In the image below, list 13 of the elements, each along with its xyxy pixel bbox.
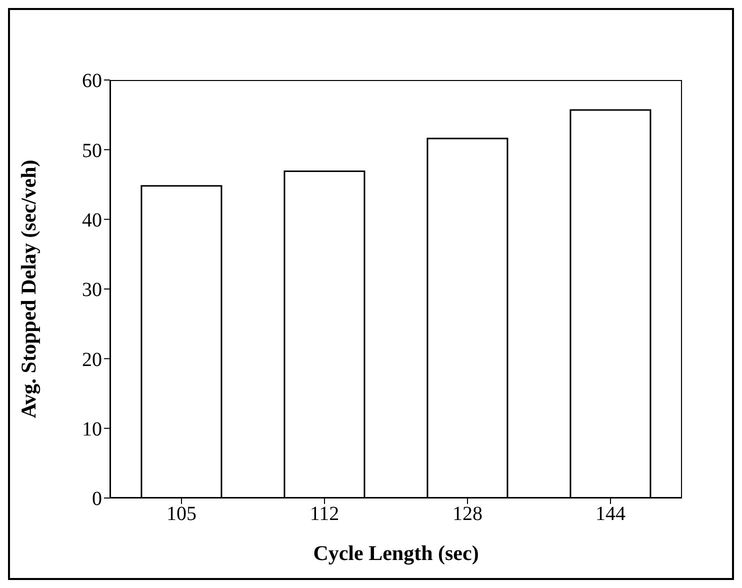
y-axis-title: Avg. Stopped Delay (sec/veh) [16,160,40,418]
x-axis-title: Cycle Length (sec) [313,541,479,565]
y-tick-label: 50 [82,140,102,162]
y-tick-label: 20 [82,348,102,371]
y-tick-label: 10 [82,418,102,440]
y-tick-label: 60 [82,70,102,92]
x-tick-label: 112 [310,503,340,526]
y-tick-label: 40 [82,209,102,232]
y-tick-label: 30 [82,279,102,302]
x-tick-label: 128 [452,503,482,526]
x-tick-label: 105 [166,503,196,526]
y-tick-label: 0 [92,488,102,510]
x-tick-label: 144 [596,503,626,526]
